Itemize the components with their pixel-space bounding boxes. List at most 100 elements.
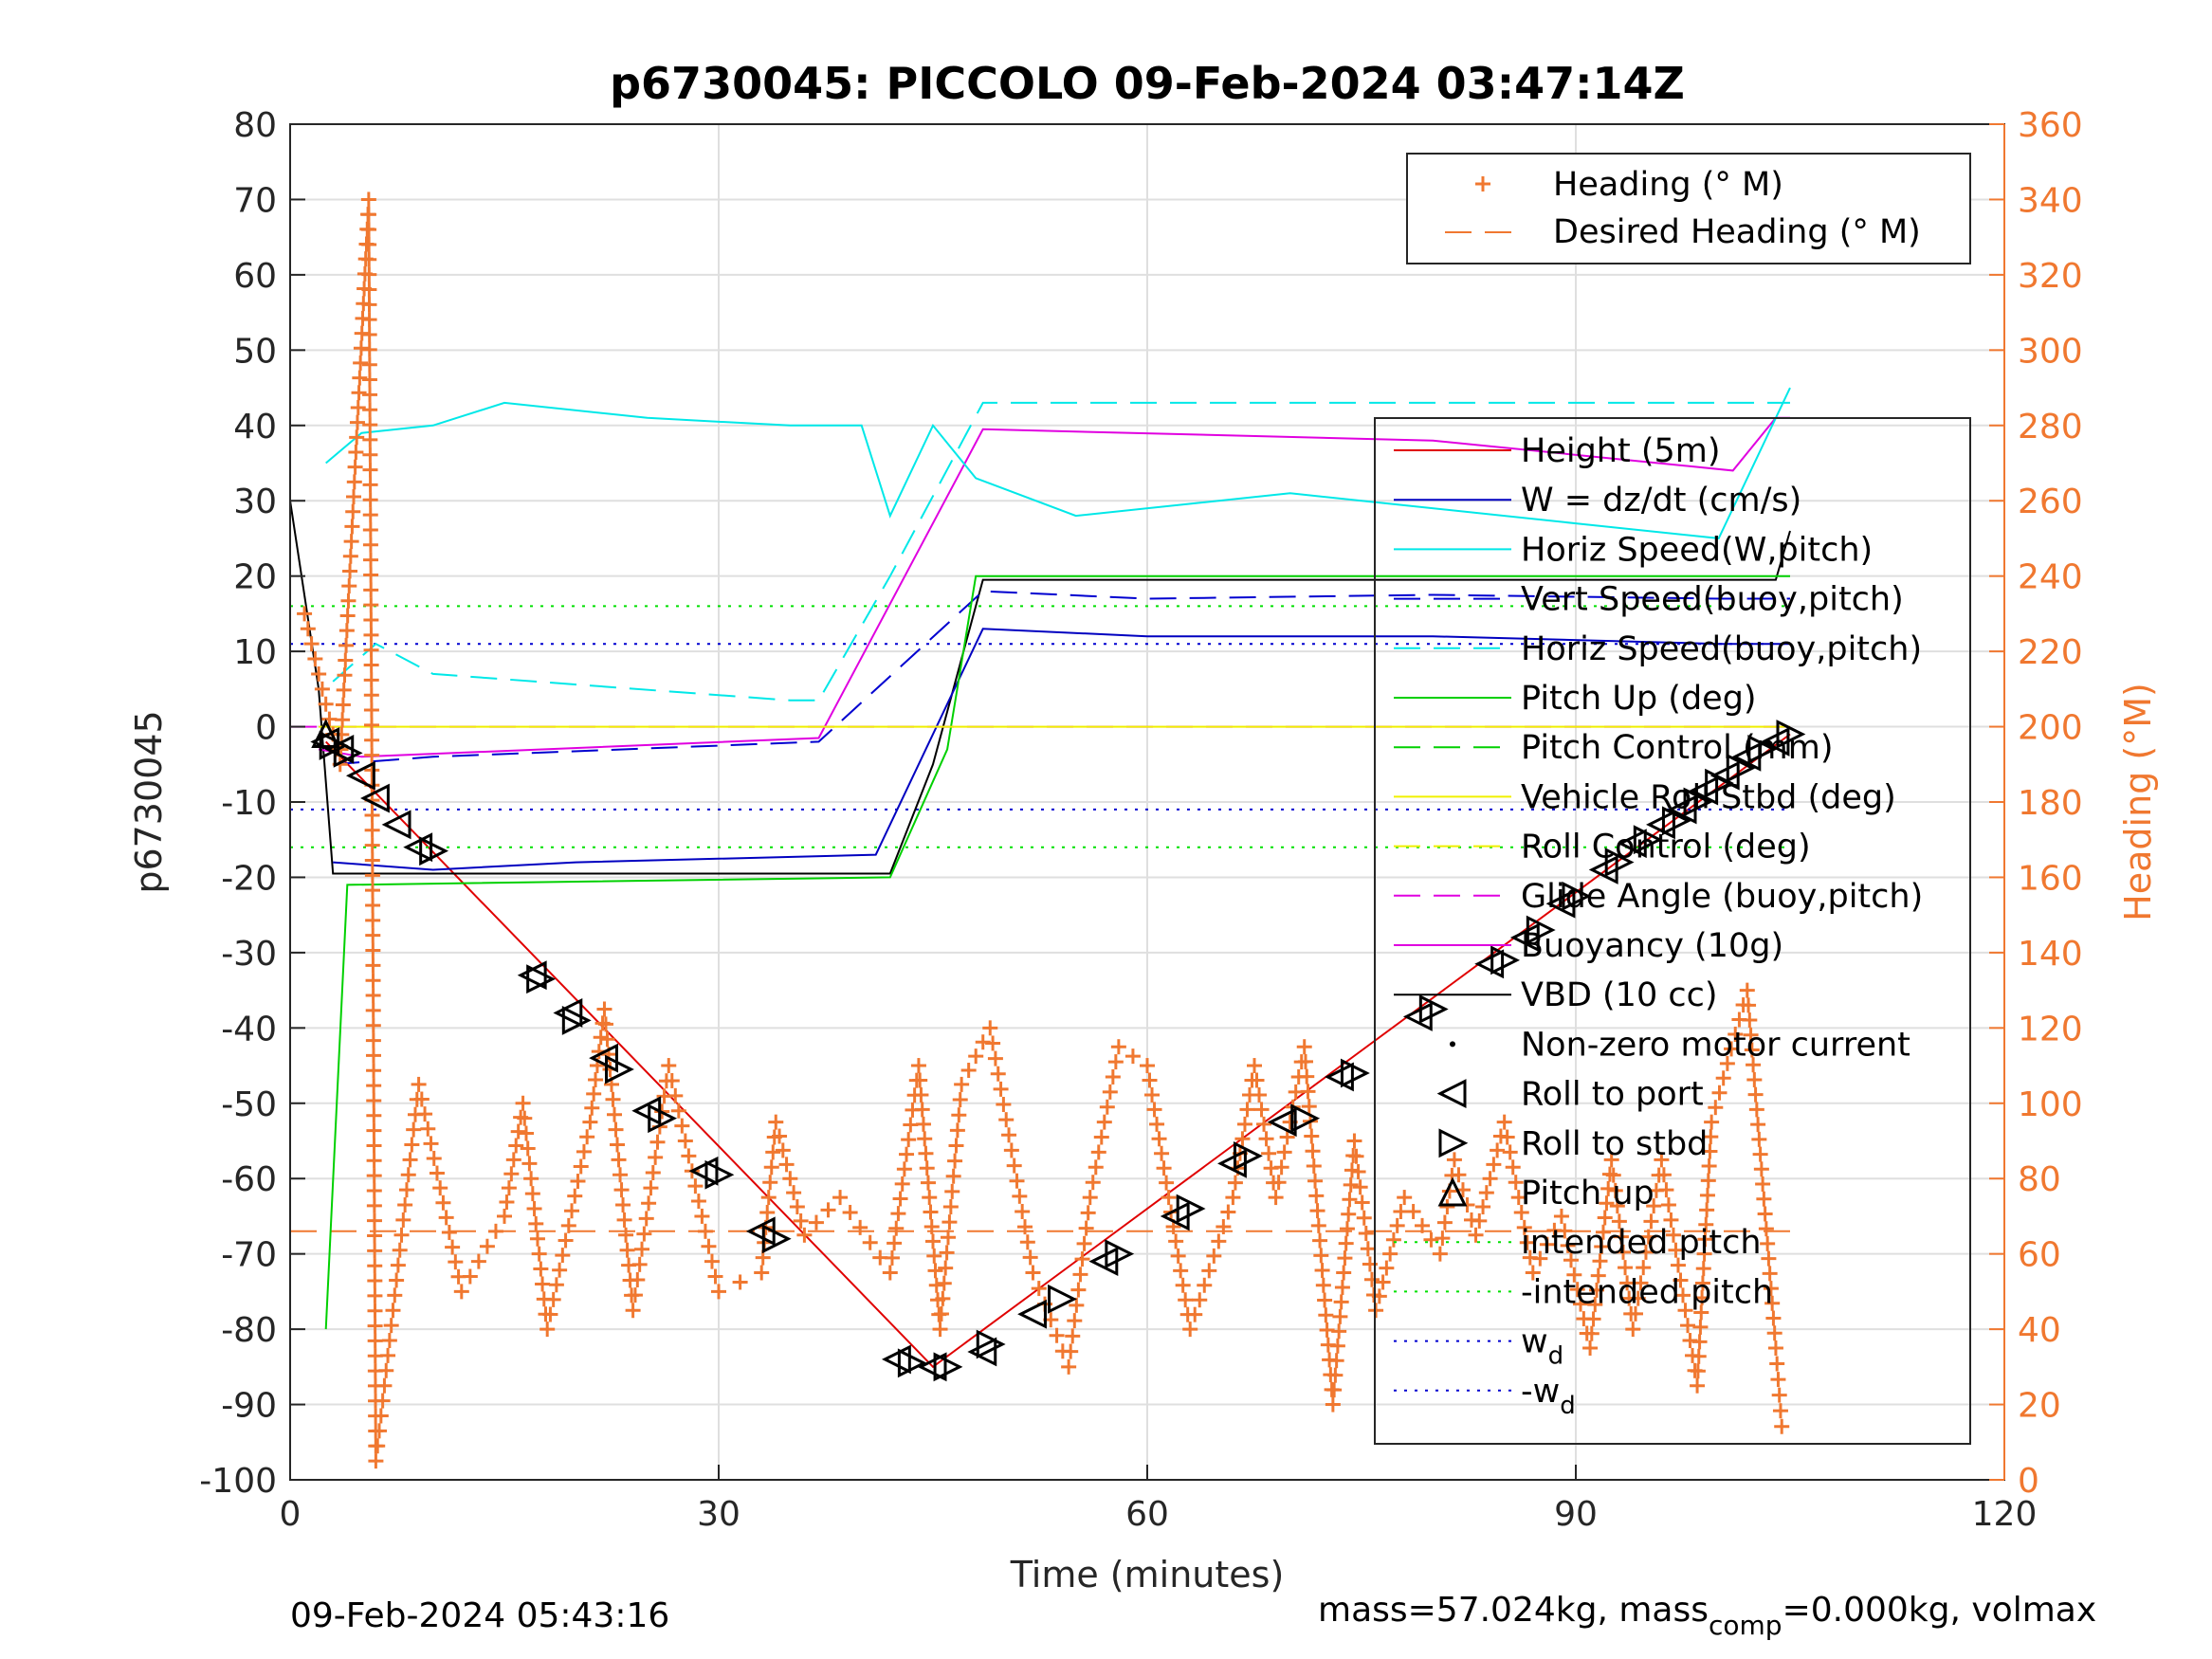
heading-point	[1486, 1157, 1502, 1173]
heading-point	[1318, 1307, 1334, 1323]
heading-point	[1352, 1179, 1368, 1195]
heading-point	[1654, 1152, 1670, 1168]
y-tick-label: -90	[221, 1387, 277, 1426]
roll-to-stbd-marker	[648, 1103, 678, 1134]
heading-point	[915, 1116, 931, 1132]
heading-point	[1336, 1265, 1352, 1281]
heading-point	[1006, 1158, 1022, 1174]
heading-point	[1154, 1145, 1170, 1161]
heading-point	[318, 696, 334, 712]
heading-point	[340, 592, 356, 609]
heading-point	[1085, 1175, 1101, 1191]
heading-point	[1333, 1294, 1349, 1310]
heading-point	[573, 1158, 589, 1175]
heading-point	[1553, 1208, 1569, 1224]
heading-point	[361, 297, 377, 313]
heading-point	[697, 1223, 713, 1239]
heading-point	[1609, 1198, 1625, 1214]
heading-point	[1755, 1176, 1771, 1193]
heading-point	[576, 1143, 592, 1159]
heading-point	[1360, 1241, 1376, 1257]
roll-to-stbd-marker	[1290, 1103, 1321, 1134]
heading-point	[608, 1121, 624, 1138]
heading-point	[1252, 1086, 1268, 1103]
roll-to-port-marker	[1267, 1107, 1297, 1138]
heading-point	[1385, 1231, 1401, 1248]
heading-point	[1478, 1185, 1494, 1201]
heading-point	[1258, 1131, 1274, 1147]
y-right-tick-label: 360	[2018, 106, 2083, 145]
heading-point	[1607, 1182, 1623, 1198]
heading-point	[349, 429, 365, 446]
y-right-tick-label: 300	[2018, 332, 2083, 371]
heading-point	[432, 1180, 448, 1196]
heading-point	[366, 1107, 382, 1123]
roll-to-stbd-marker	[333, 738, 363, 768]
heading-point	[584, 1100, 600, 1116]
heading-point	[935, 1290, 951, 1306]
heading-point	[364, 717, 380, 733]
heading-point	[321, 711, 338, 727]
roll-to-stbd-marker	[1705, 768, 1735, 798]
y-tick-label: 20	[233, 558, 277, 597]
heading-point	[366, 1078, 382, 1094]
heading-point	[960, 1063, 977, 1079]
heading-point	[1698, 1216, 1714, 1232]
heading-point	[944, 1183, 960, 1199]
heading-point	[945, 1168, 961, 1184]
heading-point	[1061, 1358, 1077, 1375]
heading-point	[339, 608, 356, 624]
heading-point	[1490, 1142, 1506, 1158]
heading-point	[366, 1063, 382, 1079]
heading-point	[1197, 1277, 1213, 1293]
heading-point	[1149, 1116, 1165, 1132]
heading-point	[1680, 1318, 1696, 1334]
heading-point	[367, 1318, 383, 1334]
heading-point	[438, 1210, 454, 1226]
heading-point	[570, 1174, 586, 1190]
heading-point	[996, 1097, 1012, 1113]
heading-point	[754, 1265, 770, 1281]
heading-point	[361, 236, 377, 252]
legend-swatch-stbd	[1438, 1128, 1469, 1158]
legend-swatch-dot	[1450, 1041, 1455, 1048]
heading-point	[1472, 1212, 1488, 1229]
heading-point	[1748, 1102, 1764, 1118]
heading-point	[411, 1076, 427, 1092]
heading-point	[338, 637, 355, 653]
y-tick-label: 40	[233, 408, 277, 447]
heading-point	[1583, 1325, 1600, 1341]
heading-point	[1082, 1190, 1098, 1206]
heading-point	[616, 1212, 632, 1228]
heading-point	[1760, 1235, 1776, 1251]
heading-point	[1314, 1263, 1330, 1279]
heading-point	[501, 1180, 517, 1196]
y-right-tick-label: 220	[2018, 633, 2083, 672]
heading-point	[1019, 1234, 1035, 1250]
heading-point	[903, 1117, 919, 1133]
heading-point	[350, 399, 366, 415]
heading-point	[417, 1106, 433, 1122]
heading-point	[1301, 1099, 1317, 1115]
heading-point	[636, 1226, 652, 1242]
heading-point	[808, 1214, 824, 1231]
roll-to-port-marker	[881, 1344, 911, 1375]
heading-point	[1605, 1167, 1621, 1183]
heading-point	[346, 489, 362, 505]
heading-point	[677, 1133, 693, 1149]
heading-point	[1078, 1220, 1094, 1236]
heading-point	[1715, 1070, 1731, 1086]
roll-to-stbd-marker	[1418, 994, 1449, 1024]
heading-point	[1539, 1236, 1555, 1252]
heading-point	[1475, 1199, 1491, 1215]
heading-point	[1308, 1188, 1325, 1204]
heading-point	[1619, 1275, 1636, 1291]
heading-point	[1304, 1128, 1320, 1144]
heading-point	[832, 1190, 849, 1206]
heading-point	[365, 897, 381, 913]
heading-point	[361, 356, 377, 373]
heading-point	[634, 1241, 650, 1257]
roll-to-stbd-marker	[1176, 1194, 1206, 1224]
x-tick-label: 60	[1125, 1495, 1169, 1534]
heading-point	[1771, 1387, 1787, 1403]
